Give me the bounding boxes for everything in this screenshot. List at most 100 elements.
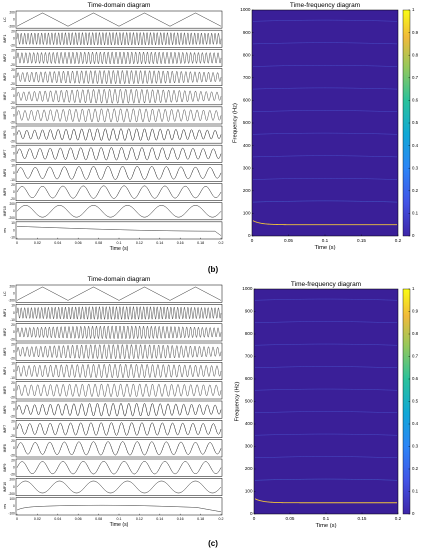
td-ylabel-imf9: IMF9 (3, 464, 7, 472)
td-ytick-label: 200 (9, 202, 15, 206)
panel-label-1: (c) (208, 539, 218, 548)
td-ytick-label: 0 (13, 408, 15, 412)
tf-ridge-750hz (252, 65, 398, 67)
tf-ridge-150hz (252, 200, 398, 203)
td-xtick-label-0: 0.06 (75, 241, 82, 245)
td-row-imf4-1 (15, 362, 223, 380)
td-waveform-imf10 (16, 480, 222, 494)
tf-ridge-550hz (254, 388, 398, 391)
td-axes-box (15, 284, 223, 303)
tf-ytick-label-0: 400 (243, 143, 251, 148)
td-ylabel-imf2: IMF2 (3, 328, 7, 336)
td-xtick-label-1: 0.12 (136, 517, 143, 521)
td-ylabel-imf5: IMF5 (3, 111, 7, 119)
td-xtick-label-1: 0.02 (34, 517, 41, 521)
tf-colorbar-label-1: 0.1 (412, 489, 419, 494)
panel-label-0: (b) (208, 265, 219, 274)
td-ytick-label: 0 (13, 94, 15, 98)
td-xtick-label-1: 0 (16, 517, 18, 521)
td-ytick-label: -20 (10, 140, 15, 144)
td-axes-box (15, 10, 223, 29)
td-ylabel-res: res (3, 504, 7, 509)
td-row-imf1-0 (15, 29, 223, 48)
td-row-imf1-1 (15, 304, 223, 322)
td-waveform-imf4 (16, 88, 222, 104)
td-xtick-label-0: 0.1 (117, 241, 122, 245)
td-ytick-label: 0 (13, 171, 15, 175)
td-ytick-label: 20 (11, 323, 15, 327)
tf-xtick-label-1: 0 (253, 516, 256, 521)
td-ytick-label: -10 (10, 318, 15, 322)
tf-colorbar-label-1: 0.7 (412, 354, 419, 359)
td-ytick-label: 20 (11, 420, 15, 424)
tf-colorbar-label-0: 0.8 (412, 52, 419, 57)
td-waveform-res (17, 226, 222, 236)
td-ytick-label: -20 (10, 82, 15, 86)
td-ytick-label: 0 (13, 132, 15, 136)
td-ytick-label: -200 (8, 216, 15, 220)
td-ylabel-lc: LC (3, 291, 7, 296)
tf-colorbar-label-1: 0.8 (412, 331, 419, 336)
td-ytick-label: -20 (10, 197, 15, 201)
td-ytick-label: 0 (13, 446, 15, 450)
tf-heatmap-1 (253, 288, 399, 515)
td-waveform-lc (16, 286, 222, 301)
td-xtick-label-0: 0.18 (197, 241, 204, 245)
tf-ytick-label-1: 700 (245, 354, 253, 359)
td-xlabel-0: Time (s) (110, 246, 129, 252)
td-xtick-label-0: 0.14 (156, 241, 163, 245)
tf-ridge-150hz (254, 478, 398, 481)
td-waveform-imf2 (16, 325, 222, 340)
tf-xtick-label-1: 0.1 (323, 516, 330, 521)
tf-ridge-50hz (254, 498, 397, 504)
td-ytick-label: -20 (10, 63, 15, 67)
td-xtick-label-0: 0.12 (136, 241, 143, 245)
td-ytick-label: 20 (11, 381, 15, 385)
tf-ytick-label-1: 600 (245, 376, 253, 381)
td-ytick-label: -100 (8, 511, 15, 515)
td-waveform-imf6 (16, 128, 222, 141)
td-ytick-label: -20 (10, 415, 15, 419)
td-ylabel-imf5: IMF5 (3, 386, 7, 394)
td-ytick-label: 20 (11, 342, 15, 346)
td-row-imf6-0 (15, 125, 223, 144)
tf-xtick-label-1: 0.05 (286, 516, 295, 521)
td-ytick-label: 10 (11, 221, 15, 225)
tf-colorbar-label-1: 0.4 (412, 421, 419, 426)
tf-ytick-label-0: 1000 (240, 7, 251, 12)
tf-heatmap-0 (251, 9, 399, 237)
td-xlabel-1: Time (s) (110, 522, 129, 528)
tf-ytick-label-0: 100 (243, 211, 251, 216)
td-ylabel-imf7: IMF7 (3, 150, 7, 158)
tf-ridge-350hz (254, 433, 398, 436)
tf-xtick-label-1: 0.15 (358, 516, 367, 521)
td-ytick-label: 0 (13, 56, 15, 60)
td-ytick-label: 10 (11, 362, 15, 366)
tf-ytick-label-1: 200 (245, 466, 253, 471)
tf-title-1: Time-frequency diagram (291, 281, 361, 288)
td-ytick-label: 200 (9, 10, 15, 14)
td-ytick-label: -20 (10, 395, 15, 399)
tf-colorbar-label-0: 0.9 (412, 30, 419, 35)
tf-ridge-450hz (252, 132, 398, 135)
td-waveform-imf1 (16, 32, 222, 46)
td-row-imf8-0 (15, 164, 223, 182)
td-ylabel-imf3: IMF3 (3, 348, 7, 356)
tf-xtick-label-0: 0 (251, 238, 254, 243)
td-ytick-label: 100 (9, 497, 15, 501)
td-xtick-label-0: 0.04 (54, 241, 61, 245)
tf-ytick-label-1: 0 (250, 511, 253, 516)
td-ytick-label: -20 (10, 337, 15, 341)
tf-colorbar-label-0: 0.1 (412, 211, 419, 216)
td-ylabel-imf3: IMF3 (3, 73, 7, 81)
td-ytick-label: 0 (13, 504, 15, 508)
td-title-1: Time-domain diagram (88, 276, 151, 283)
tf-ridge-250hz (252, 178, 398, 180)
td-ytick-label: 20 (11, 49, 15, 53)
td-ytick-label: -20 (10, 120, 15, 124)
td-row-imf10-0 (15, 202, 223, 221)
tf-ridge-750hz (254, 343, 398, 346)
td-ytick-label: -20 (10, 473, 15, 477)
td-row-imf6-1 (15, 400, 223, 419)
td-ytick-label: -10 (10, 178, 15, 182)
